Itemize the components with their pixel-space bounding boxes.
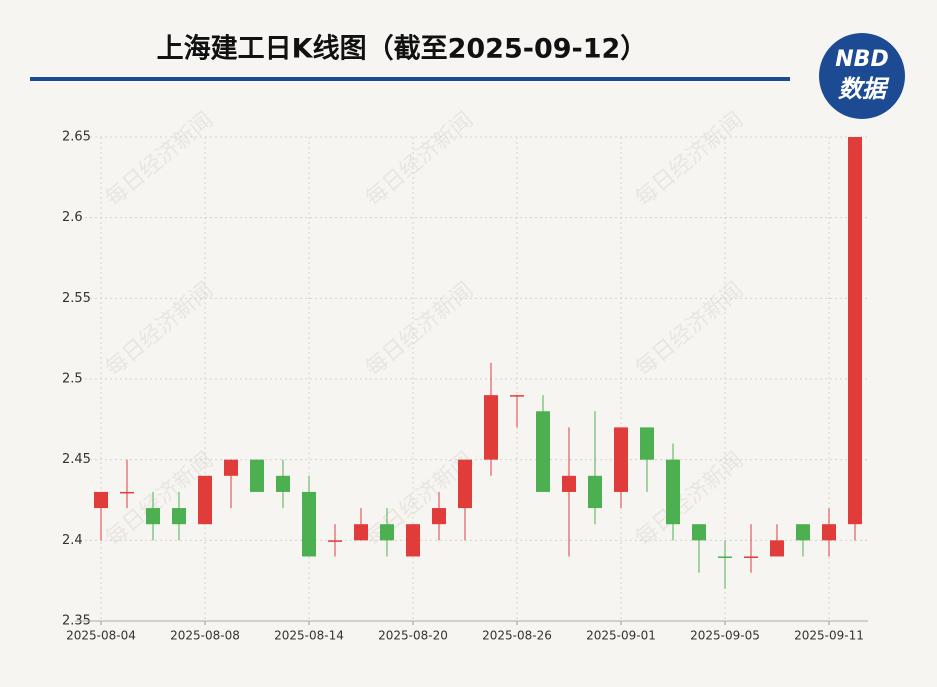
candle-body	[640, 427, 654, 460]
x-tick-label: 2025-08-26	[482, 629, 552, 643]
candle-body	[146, 508, 160, 525]
candle-body	[588, 475, 602, 509]
candle-body	[614, 427, 628, 492]
logo-top: NBD	[835, 47, 888, 72]
candle-body	[822, 524, 836, 541]
candle-body	[250, 459, 264, 492]
candle-body	[94, 491, 108, 509]
candle-body	[328, 540, 342, 542]
candle-body	[224, 459, 238, 476]
x-tick-label: 2025-08-14	[274, 629, 344, 643]
candle-body	[354, 524, 368, 541]
candle-body	[666, 459, 680, 525]
x-tick-label: 2025-09-05	[690, 629, 760, 643]
candle-body	[744, 556, 758, 558]
y-tick-label: 2.5	[62, 372, 83, 387]
candle-body	[770, 540, 784, 557]
candle-body	[276, 475, 290, 492]
x-tick-label: 2025-09-01	[586, 629, 656, 643]
x-tick-label: 2025-08-08	[170, 629, 240, 643]
candle-body	[198, 475, 212, 525]
candle-body	[406, 524, 420, 557]
candle-body	[718, 556, 732, 558]
x-tick-label: 2025-08-20	[378, 629, 448, 643]
candle-body	[380, 524, 394, 541]
y-tick-label: 2.45	[62, 452, 91, 467]
x-tick-label: 2025-09-11	[794, 629, 864, 643]
logo-bottom: 数据	[838, 75, 890, 103]
y-tick-label: 2.65	[62, 130, 91, 145]
x-tick-label: 2025-08-04	[66, 629, 136, 643]
y-tick-label: 2.55	[62, 291, 91, 306]
y-tick-label: 2.4	[62, 533, 83, 548]
candle-body	[536, 411, 550, 492]
candle-body	[510, 395, 524, 397]
candle-body	[120, 491, 134, 494]
candle-body	[484, 395, 498, 460]
chart-title: 上海建工日K线图（截至2025-09-12）	[157, 34, 648, 65]
y-tick-label: 2.6	[62, 210, 83, 225]
logo	[819, 33, 905, 119]
candle-body	[432, 508, 446, 525]
candle-body	[796, 524, 810, 541]
candle-body	[458, 459, 472, 509]
candle-body	[172, 508, 186, 525]
candle-body	[302, 491, 316, 557]
candle-body	[848, 137, 862, 525]
candle-body	[692, 524, 706, 541]
candle-body	[562, 475, 576, 492]
title-rule	[30, 77, 790, 81]
